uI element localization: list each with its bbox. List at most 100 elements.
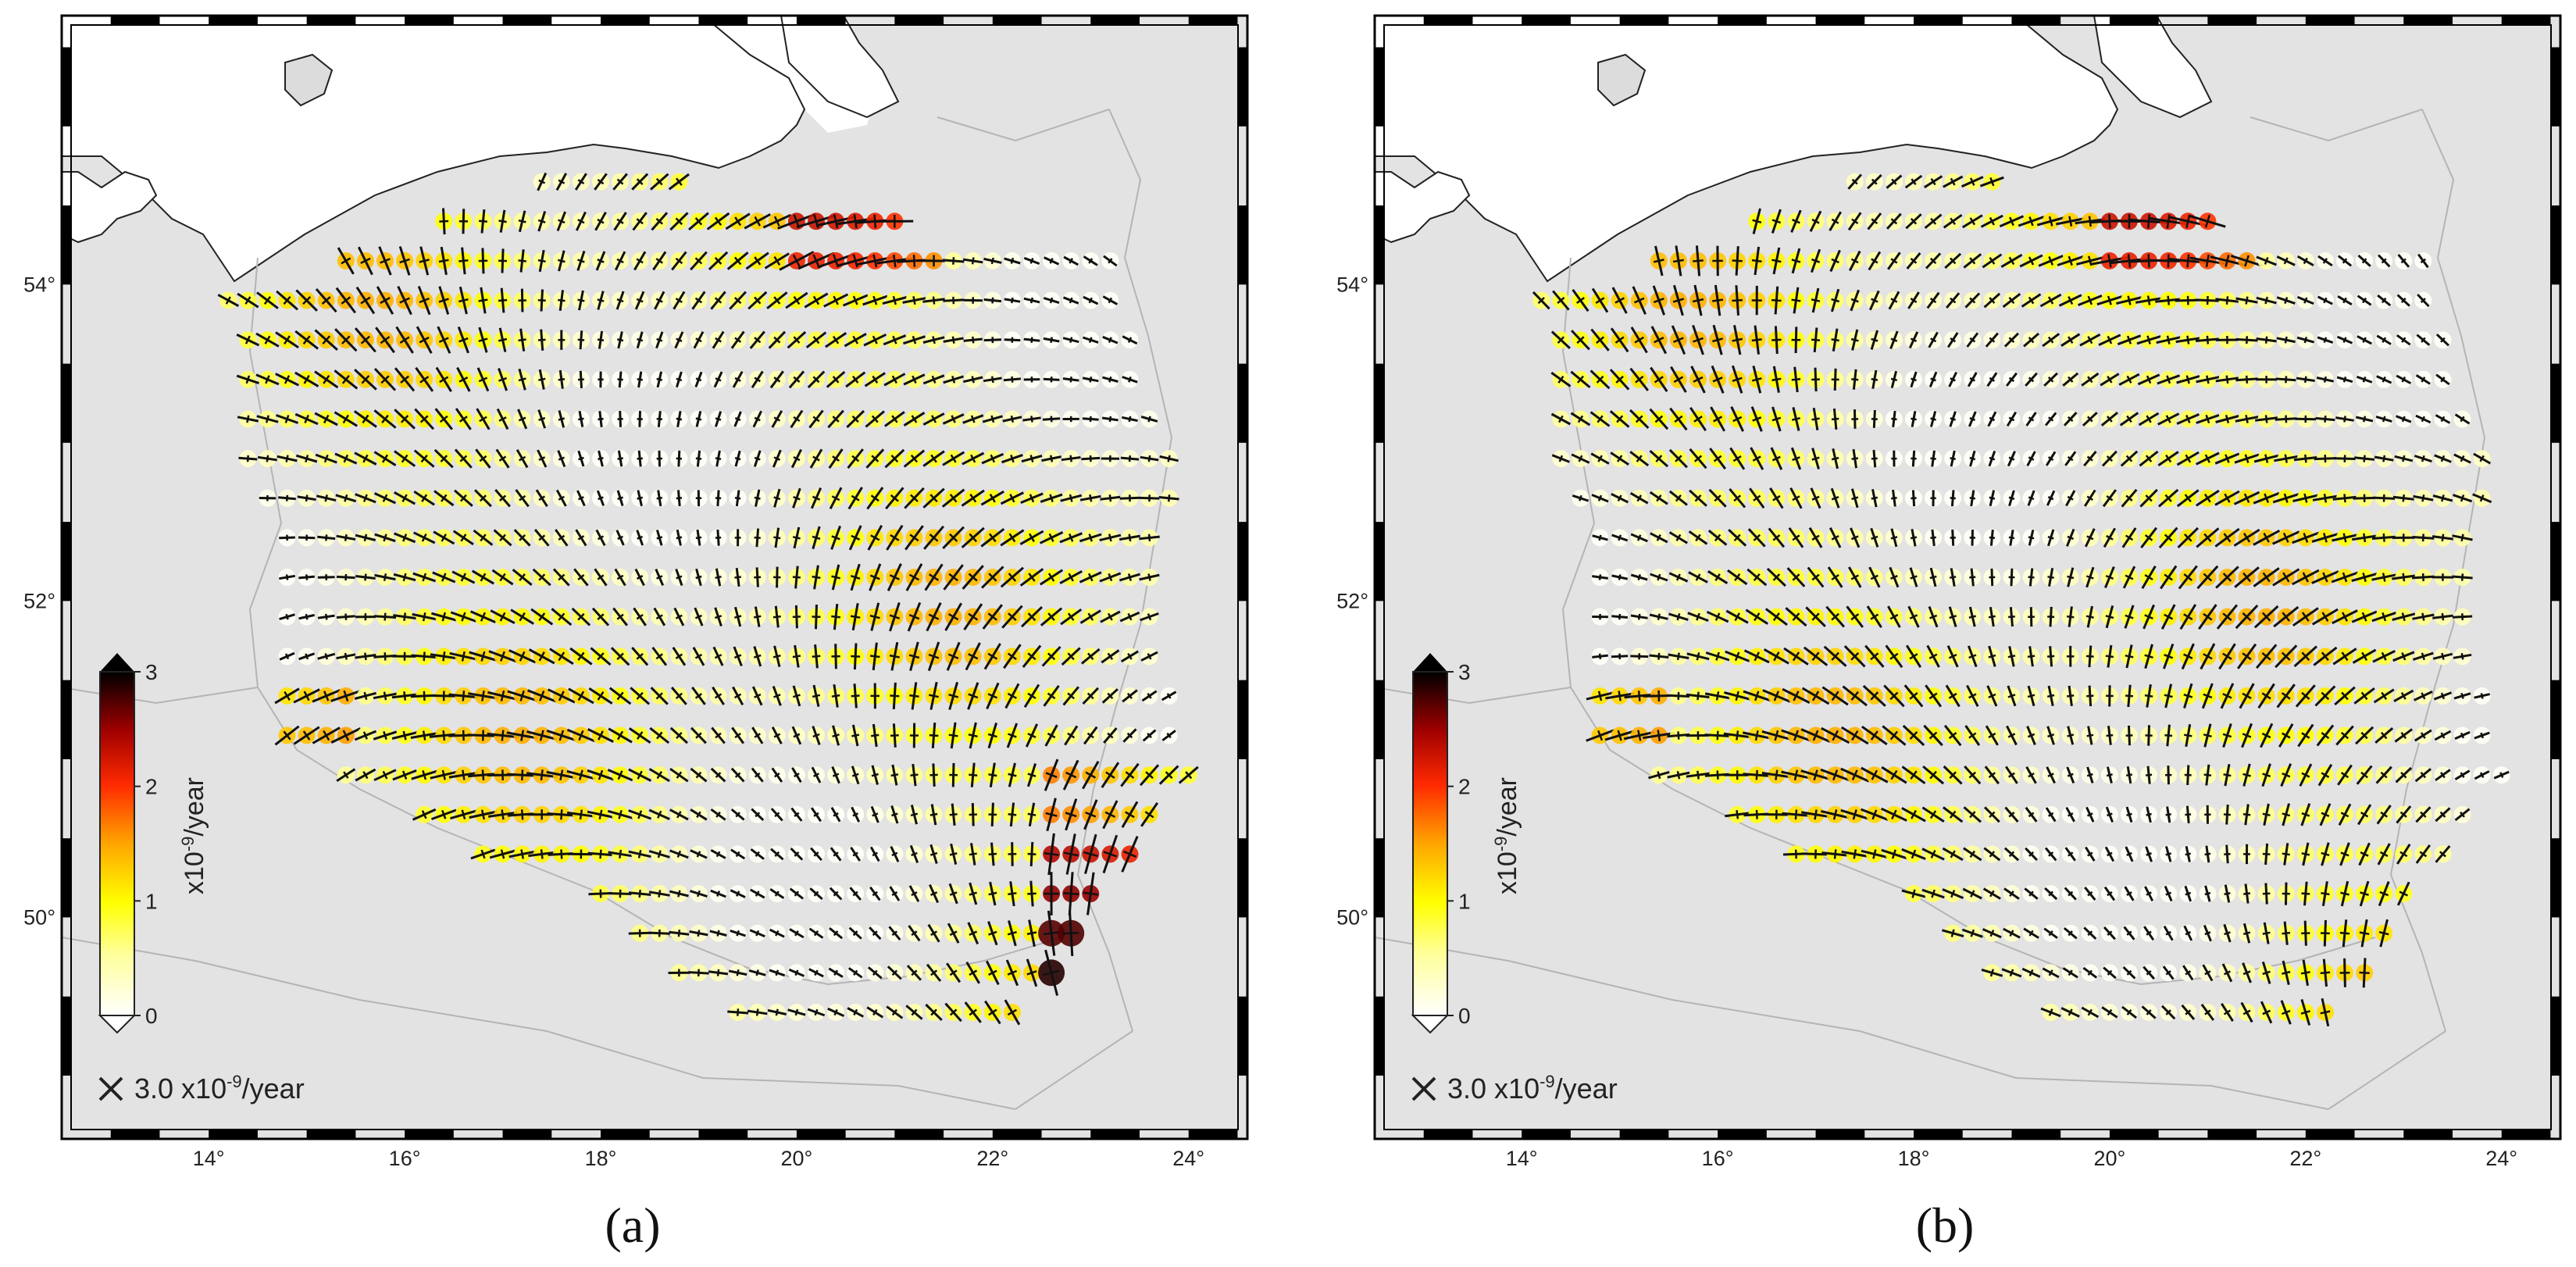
- strain-axis-minor: [2401, 416, 2406, 423]
- strain-axis-minor: [1850, 651, 1860, 661]
- strain-axis-minor: [1692, 298, 1704, 303]
- strain-axis-minor: [833, 1008, 838, 1016]
- strain-axis-minor: [400, 415, 409, 423]
- frame-segment: [1238, 47, 1247, 127]
- strain-axis-minor: [440, 455, 448, 462]
- strain-axis-minor: [2342, 297, 2347, 304]
- strain-axis-minor: [361, 375, 370, 384]
- strain-axis-minor: [1736, 730, 1739, 741]
- x-tick-label: 14°: [193, 1147, 225, 1170]
- strain-axis-minor: [675, 298, 683, 303]
- strain-axis-minor: [2224, 892, 2231, 896]
- strain-axis-minor: [852, 812, 859, 817]
- strain-axis-minor: [755, 930, 760, 937]
- panel-label-a: (a): [605, 1197, 660, 1253]
- strain-axis-minor: [2087, 376, 2093, 384]
- strain-axis-minor: [657, 850, 662, 858]
- strain-axis-minor: [852, 375, 859, 384]
- strain-axis-minor: [1752, 416, 1762, 422]
- strain-axis-minor: [1732, 259, 1743, 262]
- strain-axis-minor: [949, 852, 958, 856]
- strain-axis-minor: [2401, 612, 2406, 622]
- strain-axis-minor: [1851, 496, 1859, 501]
- strain-axis-minor: [1693, 259, 1704, 262]
- strain-axis-minor: [890, 494, 899, 502]
- strain-axis-minor: [1575, 297, 1585, 305]
- strain-axis-minor: [833, 851, 839, 857]
- strain-axis-minor: [442, 651, 446, 662]
- strain-axis-minor: [2285, 376, 2288, 384]
- strain-axis-minor: [520, 730, 525, 741]
- strain-axis-minor: [441, 809, 447, 819]
- strain-axis-minor: [1692, 337, 1704, 343]
- strain-axis-minor: [1087, 612, 1094, 621]
- strain-axis-minor: [1089, 455, 1092, 462]
- strain-axis-minor: [1851, 178, 1858, 185]
- strain-axis-minor: [2363, 533, 2367, 543]
- strain-axis-minor: [2362, 337, 2367, 343]
- strain-axis-minor: [655, 298, 663, 303]
- strain-axis-minor: [2245, 415, 2249, 423]
- strain-axis-minor: [812, 416, 820, 423]
- strain-glyphs: [217, 172, 1199, 1026]
- strain-axis-minor: [402, 534, 408, 542]
- strain-axis-minor: [2303, 337, 2308, 344]
- strain-axis-minor: [501, 809, 505, 820]
- strain-axis-minor: [869, 655, 880, 658]
- strain-axis-minor: [2323, 493, 2328, 503]
- strain-axis-minor: [264, 335, 271, 344]
- strain-axis-minor: [1890, 218, 1898, 225]
- strain-axis-minor: [1850, 613, 1860, 621]
- strain-axis-minor: [1772, 534, 1781, 541]
- strain-axis-minor: [2342, 572, 2348, 583]
- strain-axis-minor: [694, 217, 703, 226]
- strain-axis-minor: [853, 214, 858, 229]
- strain-axis-minor: [1911, 178, 1917, 186]
- strain-axis-minor: [793, 295, 801, 305]
- strain-axis-minor: [714, 693, 722, 699]
- strain-axis-minor: [947, 653, 959, 660]
- strain-axis-minor: [323, 454, 329, 463]
- strain-axis-minor: [1050, 337, 1053, 344]
- strain-axis-minor: [616, 178, 624, 185]
- strain-axis-minor: [754, 377, 761, 383]
- strain-axis-minor: [2028, 256, 2035, 266]
- strain-axis-minor: [284, 691, 291, 701]
- strain-axis-minor: [2421, 612, 2425, 621]
- strain-axis-minor: [1108, 337, 1112, 344]
- strain-axis-minor: [2223, 533, 2232, 543]
- strain-axis-minor: [616, 258, 624, 264]
- strain-axis-minor: [655, 692, 663, 700]
- strain-axis-minor: [324, 494, 328, 502]
- strain-axis-minor: [1734, 573, 1741, 582]
- strain-axis-minor: [773, 336, 781, 344]
- strain-axis-minor: [1007, 692, 1017, 699]
- strain-axis-minor: [343, 690, 349, 701]
- strain-axis-minor: [1043, 969, 1060, 976]
- strain-axis-minor: [1811, 495, 1820, 501]
- strain-axis-minor: [831, 615, 841, 619]
- strain-axis-minor: [1167, 455, 1171, 462]
- strain-axis-minor: [1067, 732, 1076, 739]
- strain-axis-minor: [519, 612, 526, 622]
- strain-axis-minor: [2146, 415, 2152, 423]
- frame-segment: [306, 1130, 356, 1139]
- strain-axis-minor: [2223, 773, 2232, 777]
- strain-axis-minor: [364, 573, 367, 581]
- strain-axis-minor: [1083, 891, 1098, 896]
- strain-axis-minor: [558, 456, 565, 461]
- strain-axis-minor: [891, 891, 898, 897]
- strain-axis-minor: [871, 455, 879, 462]
- strain-axis-minor: [2008, 297, 2015, 305]
- strain-axis-minor: [774, 890, 780, 897]
- strain-axis-minor: [873, 214, 877, 228]
- strain-axis-minor: [1732, 298, 1743, 302]
- strain-axis-minor: [637, 770, 643, 780]
- strain-axis-minor: [1811, 298, 1821, 302]
- strain-axis-minor: [1734, 651, 1740, 662]
- strain-axis-minor: [1107, 732, 1114, 739]
- strain-axis-minor: [518, 259, 526, 262]
- strain-axis-minor: [1950, 177, 1956, 186]
- strain-axis-minor: [1754, 612, 1761, 622]
